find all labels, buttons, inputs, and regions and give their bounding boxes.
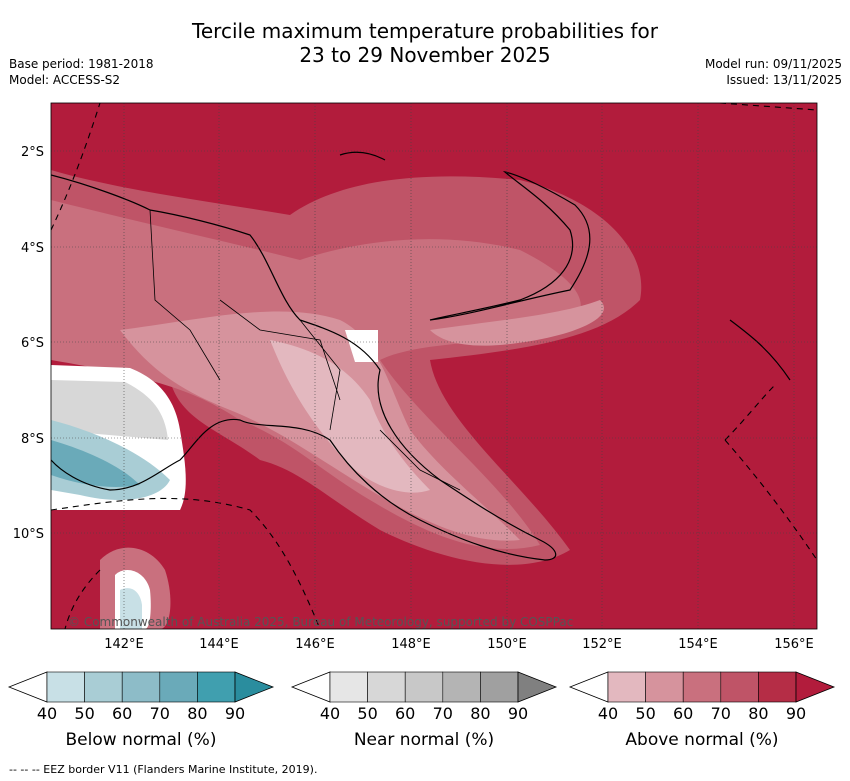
model-run: Model run: 09/11/2025 (704, 57, 842, 71)
above-normal-legend-swatch (607, 671, 646, 703)
below-normal-legend-swatch (46, 671, 85, 703)
gridlines (51, 103, 817, 629)
above-normal-legend-swatch (758, 671, 797, 703)
above-normal-legend-tick: 80 (748, 704, 769, 723)
below-normal-legend-tick: 40 (36, 704, 58, 723)
lon-label-148e: 148°E (391, 637, 431, 652)
above-normal-legend-tick: 90 (785, 704, 807, 723)
new-britain-coastline (429, 170, 591, 321)
above-normal-legend-title: Above normal (%) (625, 730, 779, 750)
below-normal-legend-swatch (121, 671, 161, 703)
above-normal-legend-tick: 70 (710, 704, 731, 723)
issued-date: Issued: 13/11/2025 (726, 73, 842, 87)
bougainville-coastline (729, 319, 791, 381)
below-80-region (51, 440, 140, 487)
map-field: © Commonwealth of Australia 2025, Bureau… (51, 103, 817, 629)
white-patch (345, 330, 378, 362)
eez-footnote: -- -- -- EEZ border V11 (Flanders Marine… (9, 763, 318, 776)
title-line-1: Tercile maximum temperature probabilitie… (192, 19, 658, 43)
lon-label-152e: 152°E (582, 637, 622, 652)
below-normal-legend-tick: 80 (187, 704, 208, 723)
lat-label-10s: 10°S (13, 527, 44, 542)
lon-label-144e: 144°E (199, 637, 239, 652)
eez-border-southwest (64, 569, 101, 629)
near-normal-legend-swatch (329, 671, 368, 703)
map-frame (50, 102, 818, 630)
copyright-text: © Commonwealth of Australia 2025, Bureau… (68, 615, 573, 629)
above-normal-legend-swatch (720, 671, 759, 703)
eez-border-south (51, 497, 321, 629)
above-band-50 (270, 340, 430, 493)
below-normal-legend-swatch (197, 671, 236, 703)
below-normal-legend-swatch (84, 671, 123, 703)
lon-label-146e: 146°E (295, 637, 335, 652)
cape-york-below (120, 588, 142, 629)
near-normal-legend-swatch (480, 671, 519, 703)
below-normal-legend-tick: 60 (112, 704, 133, 723)
eez-border-east (724, 384, 817, 561)
above-normal-legend-high-arrow (795, 671, 836, 703)
legend-colorbars (7, 671, 836, 703)
below-normal-legend-title: Below normal (%) (65, 730, 217, 750)
near-normal-legend-tick: 60 (395, 704, 416, 723)
base-period: Base period: 1981-2018 (9, 57, 154, 71)
near-normal-legend-tick: 40 (319, 704, 341, 723)
lon-label-154e: 154°E (678, 637, 718, 652)
below-normal-legend-tick: 90 (224, 704, 246, 723)
below-normal-legend-tick: 50 (74, 704, 95, 723)
above-normal-legend-low-arrow (568, 671, 609, 703)
above-normal-legend-tick: 50 (635, 704, 656, 723)
lat-label-8s: 8°S (21, 432, 44, 447)
map-title: Tercile maximum temperature probabilitie… (0, 19, 850, 67)
near-normal-legend-swatch (442, 671, 481, 703)
near-normal-legend-tick: 80 (470, 704, 491, 723)
eez-border-north (719, 103, 817, 111)
below-normal-legend-low-arrow (7, 671, 48, 703)
above-normal-legend-swatch (682, 671, 722, 703)
model-name: Model: ACCESS-S2 (9, 73, 121, 87)
lat-label-2s: 2°S (21, 145, 44, 160)
below-normal-legend-tick: 70 (149, 704, 170, 723)
near-normal-legend-title: Near normal (%) (353, 730, 495, 750)
near-normal-legend-high-arrow (517, 671, 558, 703)
lon-label-142e: 142°E (104, 637, 144, 652)
above-normal-legend-tick: 60 (673, 704, 694, 723)
title-line-2: 23 to 29 November 2025 (299, 43, 551, 67)
run-info: Model run: 09/11/2025 Issued: 13/11/2025 (705, 56, 842, 88)
lon-label-156e: 156°E (774, 637, 814, 652)
model-info: Base period: 1981-2018 Model: ACCESS-S2 (9, 56, 154, 88)
new-britain-band (430, 300, 604, 346)
near-normal-legend-tick: 50 (357, 704, 378, 723)
near-normal-legend-swatch (367, 671, 406, 703)
above-normal-legend-swatch (645, 671, 684, 703)
near-normal-region (51, 380, 168, 440)
below-normal-legend-high-arrow (234, 671, 275, 703)
near-normal-legend-tick: 90 (507, 704, 529, 723)
province-borders (149, 209, 461, 491)
near-normal-legend-swatch (404, 671, 444, 703)
below-normal-legend-swatch (159, 671, 198, 703)
manus-coastline (339, 151, 386, 161)
near-normal-legend-tick: 70 (432, 704, 453, 723)
lon-label-150e: 150°E (487, 637, 527, 652)
eez-border-northwest (51, 103, 101, 231)
lat-label-4s: 4°S (21, 241, 44, 256)
near-normal-legend-low-arrow (290, 671, 331, 703)
above-normal-legend-tick: 40 (597, 704, 619, 723)
lat-label-6s: 6°S (21, 336, 44, 351)
